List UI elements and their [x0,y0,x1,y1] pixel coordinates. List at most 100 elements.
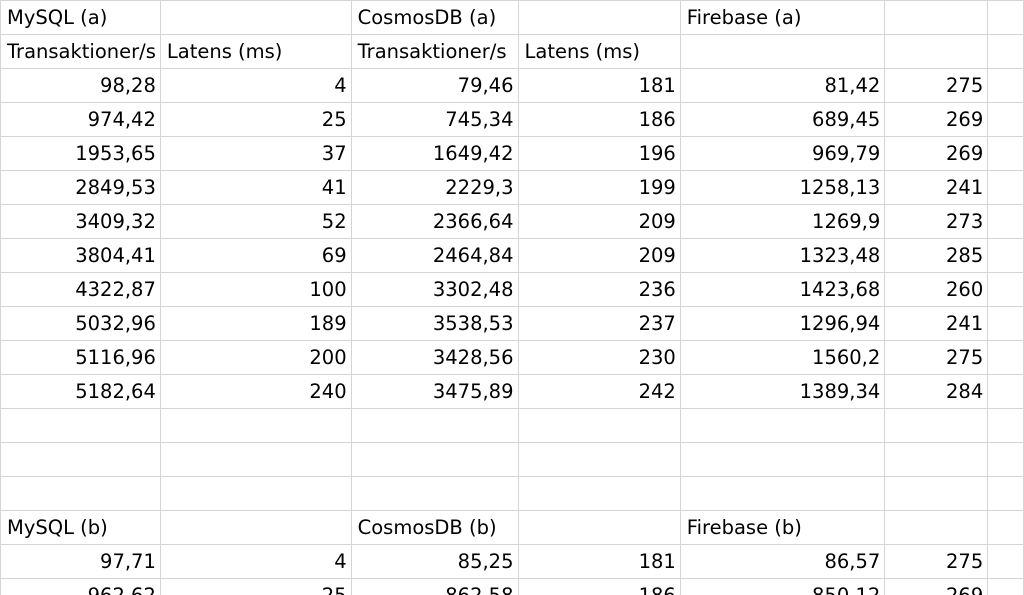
cell-empty[interactable] [679,476,886,511]
table-cell[interactable]: 241 [884,306,989,341]
table-cell[interactable]: 230 [517,340,681,375]
table-cell[interactable]: 37 [159,136,352,171]
table-cell[interactable]: 273 [884,204,989,239]
table-cell[interactable]: 25 [159,102,352,137]
cell-subheader-mysql-latency[interactable]: Latens (ms) [159,34,352,69]
table-cell[interactable]: 284 [884,374,989,409]
table-cell[interactable]: 1323,48 [679,238,886,273]
cell-group-cosmosdb-b[interactable]: CosmosDB (b) [350,510,519,545]
table-cell[interactable]: 269 [884,136,989,171]
table-cell[interactable]: 5032,96 [0,306,161,341]
cell-empty[interactable] [987,68,1024,103]
table-cell[interactable]: 97,71 [0,544,161,579]
cell-empty[interactable] [987,544,1024,579]
cell-empty[interactable] [987,238,1024,273]
table-cell[interactable]: 199 [517,170,681,205]
cell-empty[interactable] [987,340,1024,375]
table-cell[interactable]: 689,45 [679,102,886,137]
table-cell[interactable]: 25 [159,578,352,595]
table-cell[interactable]: 2366,64 [350,204,519,239]
cell-empty[interactable] [987,34,1024,69]
cell-empty[interactable] [987,578,1024,595]
table-cell[interactable]: 1953,65 [0,136,161,171]
cell-empty[interactable] [884,442,989,477]
table-cell[interactable]: 79,46 [350,68,519,103]
table-cell[interactable]: 236 [517,272,681,307]
cell-empty[interactable] [987,374,1024,409]
table-cell[interactable]: 189 [159,306,352,341]
cell-empty[interactable] [0,408,161,443]
cell-subheader-cosmosdb-latency[interactable]: Latens (ms) [517,34,681,69]
cell-subheader-firebase-tps[interactable] [679,34,886,69]
cell-empty[interactable] [517,510,681,545]
table-cell[interactable]: 41 [159,170,352,205]
table-cell[interactable]: 69 [159,238,352,273]
cell-empty[interactable] [884,476,989,511]
cell-empty[interactable] [987,306,1024,341]
table-cell[interactable]: 186 [517,578,681,595]
table-cell[interactable]: 5182,64 [0,374,161,409]
table-cell[interactable]: 275 [884,340,989,375]
cell-group-firebase-a[interactable]: Firebase (a) [679,0,886,35]
table-cell[interactable]: 3475,89 [350,374,519,409]
table-cell[interactable]: 850,12 [679,578,886,595]
cell-empty[interactable] [517,442,681,477]
cell-empty[interactable] [517,0,681,35]
cell-empty[interactable] [0,442,161,477]
cell-empty[interactable] [350,442,519,477]
table-cell[interactable]: 2229,3 [350,170,519,205]
cell-subheader-mysql-tps[interactable]: Transaktioner/s [0,34,161,69]
table-cell[interactable]: 237 [517,306,681,341]
cell-empty[interactable] [679,442,886,477]
cell-empty[interactable] [987,476,1024,511]
table-cell[interactable]: 200 [159,340,352,375]
table-cell[interactable]: 181 [517,544,681,579]
table-cell[interactable]: 962,62 [0,578,161,595]
table-cell[interactable]: 98,28 [0,68,161,103]
table-cell[interactable]: 3428,56 [350,340,519,375]
table-cell[interactable]: 862,58 [350,578,519,595]
table-cell[interactable]: 275 [884,68,989,103]
cell-group-firebase-b[interactable]: Firebase (b) [679,510,886,545]
table-cell[interactable]: 260 [884,272,989,307]
table-cell[interactable]: 3409,32 [0,204,161,239]
cell-empty[interactable] [987,0,1024,35]
cell-empty[interactable] [884,408,989,443]
table-cell[interactable]: 1560,2 [679,340,886,375]
table-cell[interactable]: 969,79 [679,136,886,171]
table-cell[interactable]: 2464,84 [350,238,519,273]
table-cell[interactable]: 1423,68 [679,272,886,307]
table-cell[interactable]: 81,42 [679,68,886,103]
cell-empty[interactable] [159,0,352,35]
cell-empty[interactable] [987,204,1024,239]
table-cell[interactable]: 242 [517,374,681,409]
cell-empty[interactable] [987,272,1024,307]
table-cell[interactable]: 275 [884,544,989,579]
table-cell[interactable]: 974,42 [0,102,161,137]
table-cell[interactable]: 4322,87 [0,272,161,307]
cell-subheader-cosmosdb-tps[interactable]: Transaktioner/s [350,34,519,69]
table-cell[interactable]: 181 [517,68,681,103]
cell-empty[interactable] [987,170,1024,205]
table-cell[interactable]: 4 [159,544,352,579]
cell-empty[interactable] [517,476,681,511]
table-cell[interactable]: 209 [517,204,681,239]
cell-group-mysql-b[interactable]: MySQL (b) [0,510,161,545]
table-cell[interactable]: 240 [159,374,352,409]
table-cell[interactable]: 745,34 [350,102,519,137]
cell-empty[interactable] [987,102,1024,137]
table-cell[interactable]: 1649,42 [350,136,519,171]
table-cell[interactable]: 1269,9 [679,204,886,239]
cell-empty[interactable] [987,136,1024,171]
table-cell[interactable]: 1389,34 [679,374,886,409]
cell-group-mysql-a[interactable]: MySQL (a) [0,0,161,35]
table-cell[interactable]: 269 [884,102,989,137]
table-cell[interactable]: 2849,53 [0,170,161,205]
table-cell[interactable]: 1258,13 [679,170,886,205]
table-cell[interactable]: 241 [884,170,989,205]
cell-subheader-firebase-latency[interactable] [884,34,989,69]
table-cell[interactable]: 209 [517,238,681,273]
table-cell[interactable]: 85,25 [350,544,519,579]
cell-empty[interactable] [987,510,1024,545]
table-cell[interactable]: 1296,94 [679,306,886,341]
